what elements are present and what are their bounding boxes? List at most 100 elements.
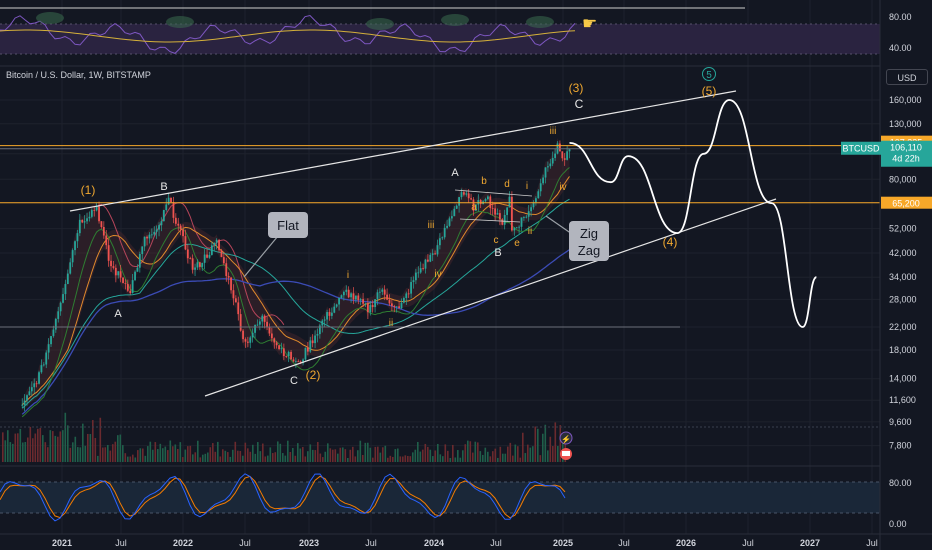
candle-body — [45, 352, 48, 365]
volume-bar — [124, 453, 127, 462]
volume-bar — [149, 441, 152, 462]
volume-bar — [134, 457, 137, 462]
volume-bar — [354, 456, 357, 462]
volume-bar — [449, 457, 452, 462]
time-tick: Jul — [618, 538, 630, 548]
symbol-badge — [841, 141, 881, 155]
candle-body — [218, 239, 220, 251]
candle-body — [424, 259, 427, 269]
volume-bar — [407, 455, 409, 462]
candle-body — [467, 193, 470, 199]
price-tick: 22,000 — [889, 322, 917, 332]
candle-body — [285, 356, 288, 357]
candle-body — [28, 391, 31, 396]
volume-bar — [549, 436, 552, 462]
candle-body — [146, 236, 148, 239]
candle-body — [86, 218, 88, 222]
candle-body — [93, 210, 96, 211]
volume-bar — [374, 446, 377, 462]
volume-bar — [207, 452, 209, 462]
candle-body — [138, 253, 141, 268]
candle-body — [539, 183, 542, 192]
volume-bar — [302, 447, 304, 462]
wave-label-w5c: 5 — [706, 70, 712, 81]
wave-label-wc: c — [494, 235, 499, 246]
candle-body — [177, 223, 180, 226]
currency-button[interactable]: USD — [886, 69, 928, 85]
candle-body — [126, 283, 129, 291]
candle-body — [318, 325, 321, 335]
symbol-badge-text: BTCUSD — [842, 144, 880, 154]
candle-body — [40, 365, 43, 373]
volume-bar — [77, 447, 79, 462]
time-tick: Jul — [365, 538, 377, 548]
rsi-panel — [0, 7, 880, 67]
candle-body — [244, 339, 247, 342]
candle-body — [470, 198, 472, 200]
wave-label-we: e — [514, 238, 520, 249]
candle-body — [443, 227, 446, 238]
candle-body — [333, 306, 336, 313]
candle-body — [352, 293, 355, 300]
volume-bar — [312, 449, 314, 462]
wave-label-wb: b — [481, 176, 487, 187]
volume-bar — [27, 437, 29, 462]
volume-bar — [377, 446, 379, 462]
volume-bar — [327, 443, 329, 462]
candle-body — [309, 340, 312, 352]
projection-line — [569, 99, 818, 328]
candle-body — [563, 158, 566, 160]
volume-bar — [22, 442, 24, 462]
volume-bar — [464, 444, 467, 462]
candle-body — [280, 348, 283, 350]
candle-body — [441, 237, 444, 239]
volume-bar — [552, 446, 554, 462]
volume-bar — [492, 451, 494, 462]
candle-body — [340, 295, 343, 298]
candle-body — [568, 149, 571, 152]
volume-bar — [357, 450, 359, 462]
volume-bar — [254, 453, 257, 462]
candle-body — [150, 234, 153, 236]
time-tick: 2024 — [424, 538, 444, 548]
volume-bar — [264, 456, 267, 462]
rsi-overbought — [441, 14, 469, 26]
candle-body — [129, 290, 132, 294]
candle-body — [105, 235, 108, 246]
volume-bar — [507, 446, 509, 462]
stoch-k-line — [0, 473, 566, 522]
volume-bar — [209, 447, 212, 462]
volume-bar — [202, 454, 204, 462]
candle-body — [35, 383, 38, 385]
callouts: Flat Zig Zag ⚡ — [243, 212, 609, 460]
projection-path[interactable] — [569, 99, 818, 328]
lightning-icon — [559, 431, 573, 445]
price-tick: 11,600 — [889, 395, 916, 405]
candle-body — [549, 163, 552, 167]
candle-body — [544, 167, 547, 178]
volume-bar — [467, 440, 469, 462]
volume-bar — [249, 451, 252, 462]
candle-body — [162, 210, 165, 222]
volume-bar — [239, 450, 242, 462]
volume-bar — [219, 456, 222, 462]
price-tick: 130,000 — [889, 119, 922, 129]
wave-label-wa: a — [471, 202, 477, 213]
volume-bar — [122, 445, 124, 462]
volume-bar — [422, 449, 424, 462]
horizontal-levels[interactable] — [0, 145, 880, 328]
stoch-tick: 0.00 — [889, 519, 907, 529]
candle-body — [165, 204, 168, 211]
candle-body — [436, 245, 439, 255]
price-tick: 9,600 — [889, 417, 912, 427]
candle-body — [311, 340, 314, 344]
candle-body — [323, 319, 326, 321]
candle-body — [124, 283, 127, 284]
candle-body — [134, 271, 136, 281]
volume-bar — [282, 453, 284, 462]
candle-body — [203, 254, 206, 263]
volume-bar — [19, 428, 22, 462]
volume-bar — [214, 451, 217, 462]
volume-bar — [459, 457, 462, 462]
